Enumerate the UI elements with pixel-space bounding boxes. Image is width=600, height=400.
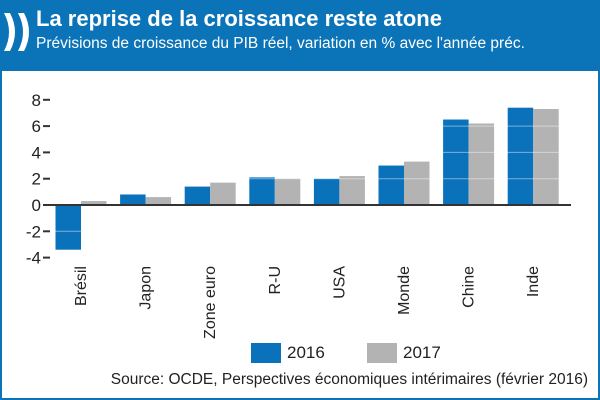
y-tick-label: 4: [32, 143, 41, 162]
x-category-label: Chine: [461, 266, 478, 308]
chart-title: La reprise de la croissance reste atone: [36, 6, 442, 31]
source-note: Source: OCDE, Perspectives économiques i…: [110, 371, 588, 388]
bar-2016: [184, 186, 211, 205]
legend-swatch-2016: [251, 343, 281, 363]
bar-2016: [507, 107, 534, 205]
y-tick-label: -4: [26, 249, 41, 268]
y-axis: 8 6 4 2 0 -2 -4: [26, 91, 50, 268]
gridlines-group: [55, 99, 571, 259]
bar-2017: [533, 109, 559, 205]
bar-2017: [81, 201, 107, 205]
legend-label-2016: 2016: [287, 343, 325, 362]
bar-2017: [404, 161, 430, 205]
x-category-label: Inde: [525, 266, 542, 297]
x-category-label: Zone euro: [202, 266, 219, 339]
bar-2016: [55, 205, 81, 250]
bar-2016: [120, 194, 146, 205]
legend-label-2017: 2017: [403, 343, 441, 362]
bars-group: [55, 107, 559, 250]
bar-2016: [378, 165, 404, 205]
header-banner: La reprise de la croissance reste atone …: [0, 0, 600, 71]
bar-2016: [313, 178, 340, 205]
legend-item-2017: 2017: [367, 343, 441, 363]
legend-swatch-2017: [367, 343, 397, 363]
legend-item-2016: 2016: [251, 343, 325, 363]
bar-2017: [210, 182, 236, 205]
y-tick-label: 6: [32, 117, 41, 136]
y-tick-label: 0: [32, 196, 41, 215]
bar-2017: [468, 123, 495, 205]
bar-2016: [249, 177, 275, 205]
bar-2016: [443, 119, 469, 205]
y-tick-label: 2: [32, 170, 41, 189]
x-category-label: USA: [331, 266, 348, 299]
bar-2017: [274, 178, 301, 205]
bar-2017: [145, 197, 172, 205]
chart-subtitle: Prévisions de croissance du PIB réel, va…: [36, 35, 525, 52]
x-category-label: R-U: [267, 266, 284, 294]
oecd-logo-icon: [4, 13, 29, 51]
x-category-label: Monde: [396, 266, 413, 315]
bar-2017: [339, 176, 365, 205]
x-category-label: Brésil: [73, 266, 90, 306]
y-tick-label: 8: [32, 91, 41, 110]
x-axis-labels: Brésil Japon Zone euro R-U USA Monde Chine Inde: [73, 266, 542, 339]
y-tick-label: -2: [26, 222, 41, 241]
x-category-label: Japon: [138, 266, 155, 310]
